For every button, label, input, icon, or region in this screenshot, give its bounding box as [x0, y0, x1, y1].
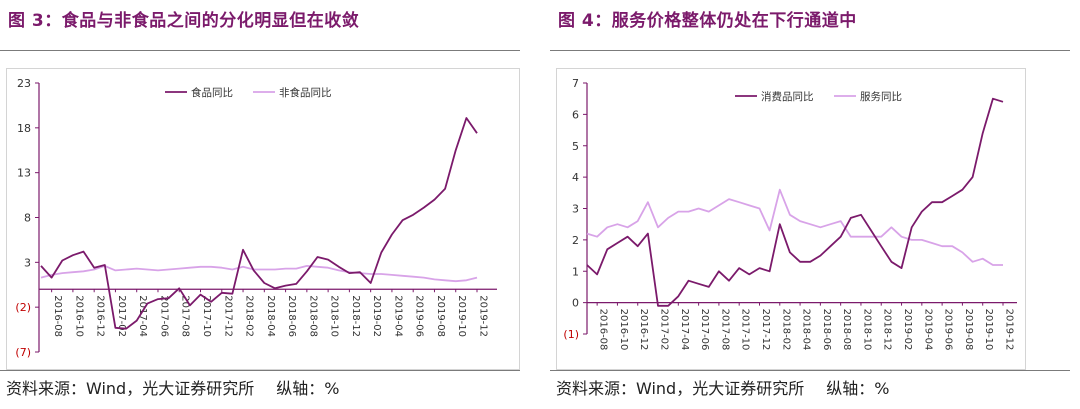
chart-frame: 23 18 13 8 3 (2) (7) 2016-08 2016-10 2016-12 2017-… — [6, 68, 520, 370]
x-tick-label: 2017-02 — [116, 295, 127, 337]
y-tick-label: 18 — [17, 122, 31, 135]
figure-3-panel: 图 3：食品与非食品之间的分化明显但在收敛 23 18 13 8 3 (2) (7) 2016… — [0, 0, 530, 409]
legend-label: 非食品同比 — [279, 86, 332, 99]
x-tick-label: 2016-12 — [638, 309, 649, 351]
y-tick-label: 6 — [572, 108, 579, 121]
x-tick-label: 2019-08 — [963, 309, 974, 351]
source-label: 资料来源：Wind，光大证券研究所 — [556, 379, 805, 398]
x-tick-label: 2017-08 — [719, 309, 730, 351]
x-tick-label: 2017-04 — [137, 295, 148, 337]
footer-rule — [0, 370, 520, 371]
footer-rule — [550, 370, 1070, 371]
y-tick-label: 4 — [572, 171, 579, 184]
axis-note: 纵轴：% — [826, 379, 890, 398]
figure-title: 图 4：服务价格整体仍处在下行通道中 — [558, 11, 857, 31]
x-tick-label: 2017-06 — [158, 295, 169, 337]
legend-label: 消费品同比 — [761, 90, 814, 103]
y-tick-label: 23 — [17, 77, 31, 90]
y-tick-label: (2) — [15, 301, 31, 314]
axis-note: 纵轴：% — [276, 379, 340, 398]
x-tick-label: 2016-10 — [618, 309, 629, 351]
x-tick-label: 2017-02 — [659, 309, 670, 351]
x-tick-label: 2018-08 — [307, 295, 318, 337]
x-tick-label: 2018-04 — [801, 309, 812, 351]
x-tick-label: 2017-12 — [760, 309, 771, 351]
legend: 消费品同比 服务同比 — [735, 90, 902, 103]
x-tick-label: 2018-12 — [350, 295, 361, 337]
y-tick-label: 0 — [572, 297, 579, 310]
x-tick-label: 2019-02 — [371, 295, 382, 337]
x-tick-label: 2019-06 — [414, 295, 425, 337]
series-line-secondary — [40, 264, 478, 283]
legend-label: 食品同比 — [191, 86, 233, 99]
x-tick-label: 2018-10 — [861, 309, 872, 351]
x-tick-label: 2017-08 — [180, 295, 191, 337]
x-tick-label: 2017-04 — [679, 309, 690, 351]
x-tick-label: 2017-10 — [740, 309, 751, 351]
x-tick-label: 2016-12 — [95, 295, 106, 337]
x-tick-label: 2018-06 — [821, 309, 832, 351]
y-tick-label: 3 — [24, 256, 31, 269]
x-tick-label: 2019-04 — [392, 295, 403, 337]
x-tick-label: 2019-04 — [922, 309, 933, 351]
x-tick-label: 2018-06 — [286, 295, 297, 337]
y-tick-label: (1) — [563, 328, 579, 341]
x-tick-label: 2016-08 — [598, 309, 609, 351]
x-tick-label: 2019-12 — [1004, 309, 1015, 351]
y-tick-label: 5 — [572, 140, 579, 153]
x-tick-label: 2019-06 — [943, 309, 954, 351]
source-note: 资料来源：Wind，光大证券研究所 纵轴：% — [6, 375, 339, 399]
legend-label: 服务同比 — [860, 90, 902, 103]
title-rule — [550, 50, 1070, 51]
series-line-primary — [586, 97, 1004, 307]
x-tick-label: 2017-10 — [201, 295, 212, 337]
x-tick-label: 2019-02 — [902, 309, 913, 351]
x-tick-label: 2018-02 — [780, 309, 791, 351]
x-tick-label: 2017-06 — [699, 309, 710, 351]
x-tick-label: 2019-10 — [456, 295, 467, 337]
figure-title: 图 3：食品与非食品之间的分化明显但在收敛 — [8, 11, 360, 31]
x-tick-label: 2017-12 — [222, 295, 233, 337]
food-nonfood-line-chart: 23 18 13 8 3 (2) (7) 2016-08 2016-10 2016-12 2017-… — [15, 77, 497, 359]
series-line-primary — [40, 117, 478, 330]
x-tick-label: 2019-10 — [983, 309, 994, 351]
x-tick-label: 2016-10 — [73, 295, 84, 337]
chart-frame: 7 6 5 4 3 2 1 0 (1) 2016-08 2016-10 2016-12 2017-02 2… — [556, 68, 1026, 370]
y-tick-label: (7) — [15, 346, 31, 359]
x-tick-label: 2018-02 — [244, 295, 255, 337]
y-tick-label: 7 — [572, 77, 579, 90]
x-tick-label: 2019-08 — [435, 295, 446, 337]
x-tick-label: 2019-12 — [478, 295, 489, 337]
x-tick-label: 2018-10 — [329, 295, 340, 337]
x-tick-label: 2018-04 — [265, 295, 276, 337]
x-tick-label: 2018-12 — [882, 309, 893, 351]
figure-4-panel: 图 4：服务价格整体仍处在下行通道中 7 6 5 4 3 2 1 0 (1) 2016-08 201… — [550, 0, 1080, 409]
source-note: 资料来源：Wind，光大证券研究所 纵轴：% — [556, 375, 889, 399]
y-tick-label: 8 — [24, 212, 31, 225]
x-tick-label: 2018-08 — [841, 309, 852, 351]
y-tick-label: 2 — [572, 234, 579, 247]
source-label: 资料来源：Wind，光大证券研究所 — [6, 379, 255, 398]
y-tick-label: 1 — [572, 265, 579, 278]
y-tick-label: 13 — [17, 167, 31, 180]
series-line-secondary — [586, 188, 1003, 266]
title-rule — [0, 50, 520, 51]
x-tick-label: 2016-08 — [52, 295, 63, 337]
goods-services-line-chart: 7 6 5 4 3 2 1 0 (1) 2016-08 2016-10 2016-12 2017-02 2… — [563, 77, 1017, 351]
legend: 食品同比 非食品同比 — [165, 86, 332, 99]
y-tick-label: 3 — [572, 203, 579, 216]
